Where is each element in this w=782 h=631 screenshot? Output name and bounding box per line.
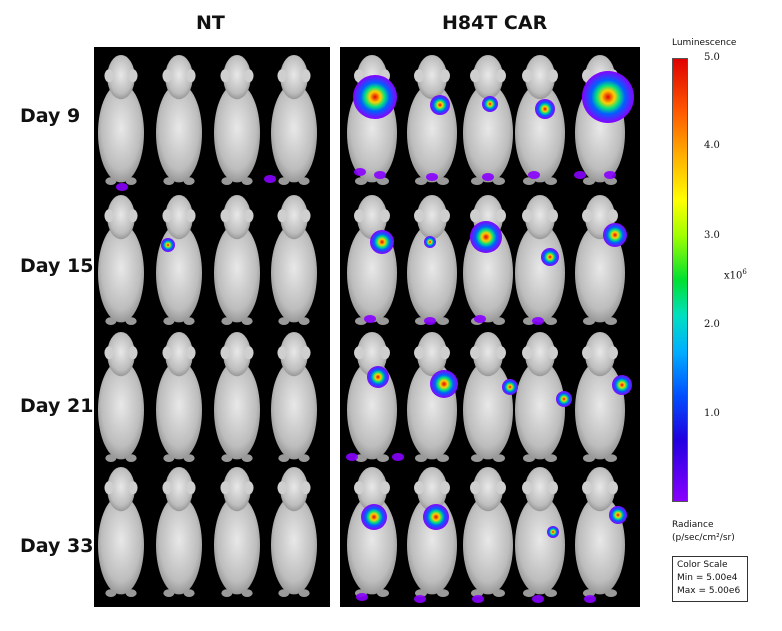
car-image-panel — [340, 47, 640, 607]
day-label-33: Day 33 — [20, 535, 94, 557]
luminescence-spot — [424, 236, 436, 248]
mouse — [156, 332, 202, 462]
luminescence-spot — [556, 391, 572, 407]
luminescence-spot — [604, 171, 616, 179]
mouse — [515, 55, 565, 186]
luminescence-spot — [430, 95, 450, 115]
colorbar-tick-4: 4.0 — [704, 140, 720, 151]
mouse — [407, 195, 457, 325]
colorbar-tick-3: 3.0 — [704, 230, 720, 241]
luminescence-spot — [535, 99, 555, 119]
mouse — [407, 55, 457, 186]
luminescence-spot — [426, 173, 438, 181]
luminescence-spot — [574, 171, 586, 179]
mouse — [271, 332, 317, 462]
mouse — [463, 332, 513, 462]
mouse — [98, 55, 144, 186]
luminescence-spot — [472, 595, 484, 603]
nt-mice-image — [98, 55, 317, 597]
luminescence-spot — [482, 96, 498, 112]
mouse — [156, 55, 202, 186]
mouse — [98, 332, 144, 462]
mouse — [271, 195, 317, 325]
luminescence-spot — [609, 506, 627, 524]
luminescence-spot — [423, 504, 449, 530]
luminescence-spot — [346, 453, 358, 461]
colorbar-tick-5: 5.0 — [704, 52, 720, 63]
mouse — [214, 195, 260, 325]
mouse — [347, 55, 397, 186]
luminescence-spot — [161, 238, 175, 252]
radiance-unit: (p/sec/cm²/sr) — [672, 533, 735, 543]
luminescence-colorbar — [672, 58, 688, 502]
luminescence-spot — [430, 370, 458, 398]
car-mice-image — [346, 55, 634, 603]
mouse — [575, 195, 625, 325]
luminescence-spot — [474, 315, 486, 323]
mouse — [98, 195, 144, 325]
mouse — [515, 195, 565, 325]
colorbar-tick-2: 2.0 — [704, 319, 720, 330]
luminescence-spot — [532, 595, 544, 603]
mouse — [463, 195, 513, 325]
mouse — [347, 332, 397, 462]
luminescence-spot — [414, 595, 426, 603]
mouse — [463, 55, 513, 186]
luminescence-spot — [502, 379, 518, 395]
luminescence-spot — [582, 71, 634, 123]
luminescence-spot — [370, 230, 394, 254]
car-group-title: H84T CAR — [442, 12, 548, 34]
luminescence-spot — [482, 173, 494, 181]
mouse — [271, 467, 317, 597]
luminescence-spot — [603, 223, 627, 247]
colorbar-tick-1: 1.0 — [704, 408, 720, 419]
luminescence-spot — [584, 595, 596, 603]
luminescence-spot — [547, 526, 559, 538]
mouse — [515, 332, 565, 462]
color-scale-max: Max = 5.00e6 — [677, 586, 741, 596]
mouse — [407, 467, 457, 597]
luminescence-spot — [264, 175, 276, 183]
colorbar-unit: x106 — [724, 268, 747, 282]
mouse — [156, 467, 202, 597]
luminescence-spot — [470, 221, 502, 253]
luminescence-spot — [424, 317, 436, 325]
day-label-15: Day 15 — [20, 255, 94, 277]
mouse — [515, 467, 565, 597]
radiance-label: Radiance — [672, 520, 714, 530]
color-scale-min: Min = 5.00e4 — [677, 573, 738, 583]
nt-group-title: NT — [196, 12, 225, 34]
luminescence-spot — [116, 183, 128, 191]
color-scale-box: Color Scale Min = 5.00e4 Max = 5.00e6 — [672, 556, 748, 602]
mouse — [214, 332, 260, 462]
luminescence-spot — [361, 504, 387, 530]
luminescence-spot — [541, 248, 559, 266]
luminescence-spot — [364, 315, 376, 323]
day-label-21: Day 21 — [20, 395, 94, 417]
mouse — [214, 467, 260, 597]
mouse — [347, 195, 397, 325]
colorbar-title: Luminescence — [672, 38, 737, 48]
luminescence-spot — [392, 453, 404, 461]
mouse — [407, 332, 457, 462]
mouse — [347, 467, 397, 597]
mouse — [214, 55, 260, 186]
luminescence-spot — [354, 168, 366, 176]
luminescence-spot — [353, 75, 397, 119]
luminescence-spot — [528, 171, 540, 179]
luminescence-spot — [367, 366, 389, 388]
mouse — [463, 467, 513, 597]
luminescence-spot — [532, 317, 544, 325]
mouse — [575, 332, 625, 462]
mouse — [98, 467, 144, 597]
day-label-9: Day 9 — [20, 105, 81, 127]
mouse — [271, 55, 317, 186]
nt-image-panel — [94, 47, 330, 607]
mouse — [156, 195, 202, 325]
luminescence-spot — [612, 375, 632, 395]
luminescence-spot — [374, 171, 386, 179]
luminescence-spot — [356, 593, 368, 601]
mouse — [575, 467, 625, 597]
color-scale-title: Color Scale — [677, 560, 728, 570]
